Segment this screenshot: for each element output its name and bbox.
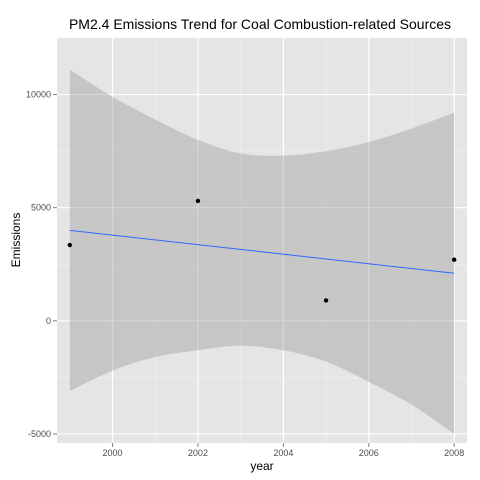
- y-tick-label: 0: [46, 316, 51, 326]
- x-tick-label: 2004: [273, 448, 293, 458]
- x-axis-title: year: [250, 459, 273, 473]
- minor-gridlines: [57, 38, 467, 443]
- y-tick-label: 5000: [31, 203, 51, 213]
- y-tick-label: 10000: [26, 90, 51, 100]
- x-tick-label: 2006: [359, 448, 379, 458]
- major-gridlines: [57, 38, 467, 443]
- y-tick-label: -5000: [28, 429, 51, 439]
- y-axis-title: Emissions: [9, 213, 23, 268]
- chart-title: PM2.4 Emissions Trend for Coal Combustio…: [69, 16, 451, 32]
- trend-line: [69, 229, 455, 274]
- x-tick-label: 2000: [103, 448, 123, 458]
- data-point: [195, 198, 201, 204]
- data-point: [323, 298, 329, 303]
- data-point: [67, 242, 73, 248]
- x-tick-label: 2008: [444, 448, 464, 458]
- y-axis-ticks: -5000 0 5000 10000: [26, 90, 57, 439]
- x-axis-ticks: 2000 2002 2004 2006 2008: [103, 443, 464, 458]
- data-points: [67, 198, 457, 303]
- x-tick-label: 2002: [188, 448, 208, 458]
- data-point: [451, 257, 457, 262]
- plot-panel: [57, 38, 467, 443]
